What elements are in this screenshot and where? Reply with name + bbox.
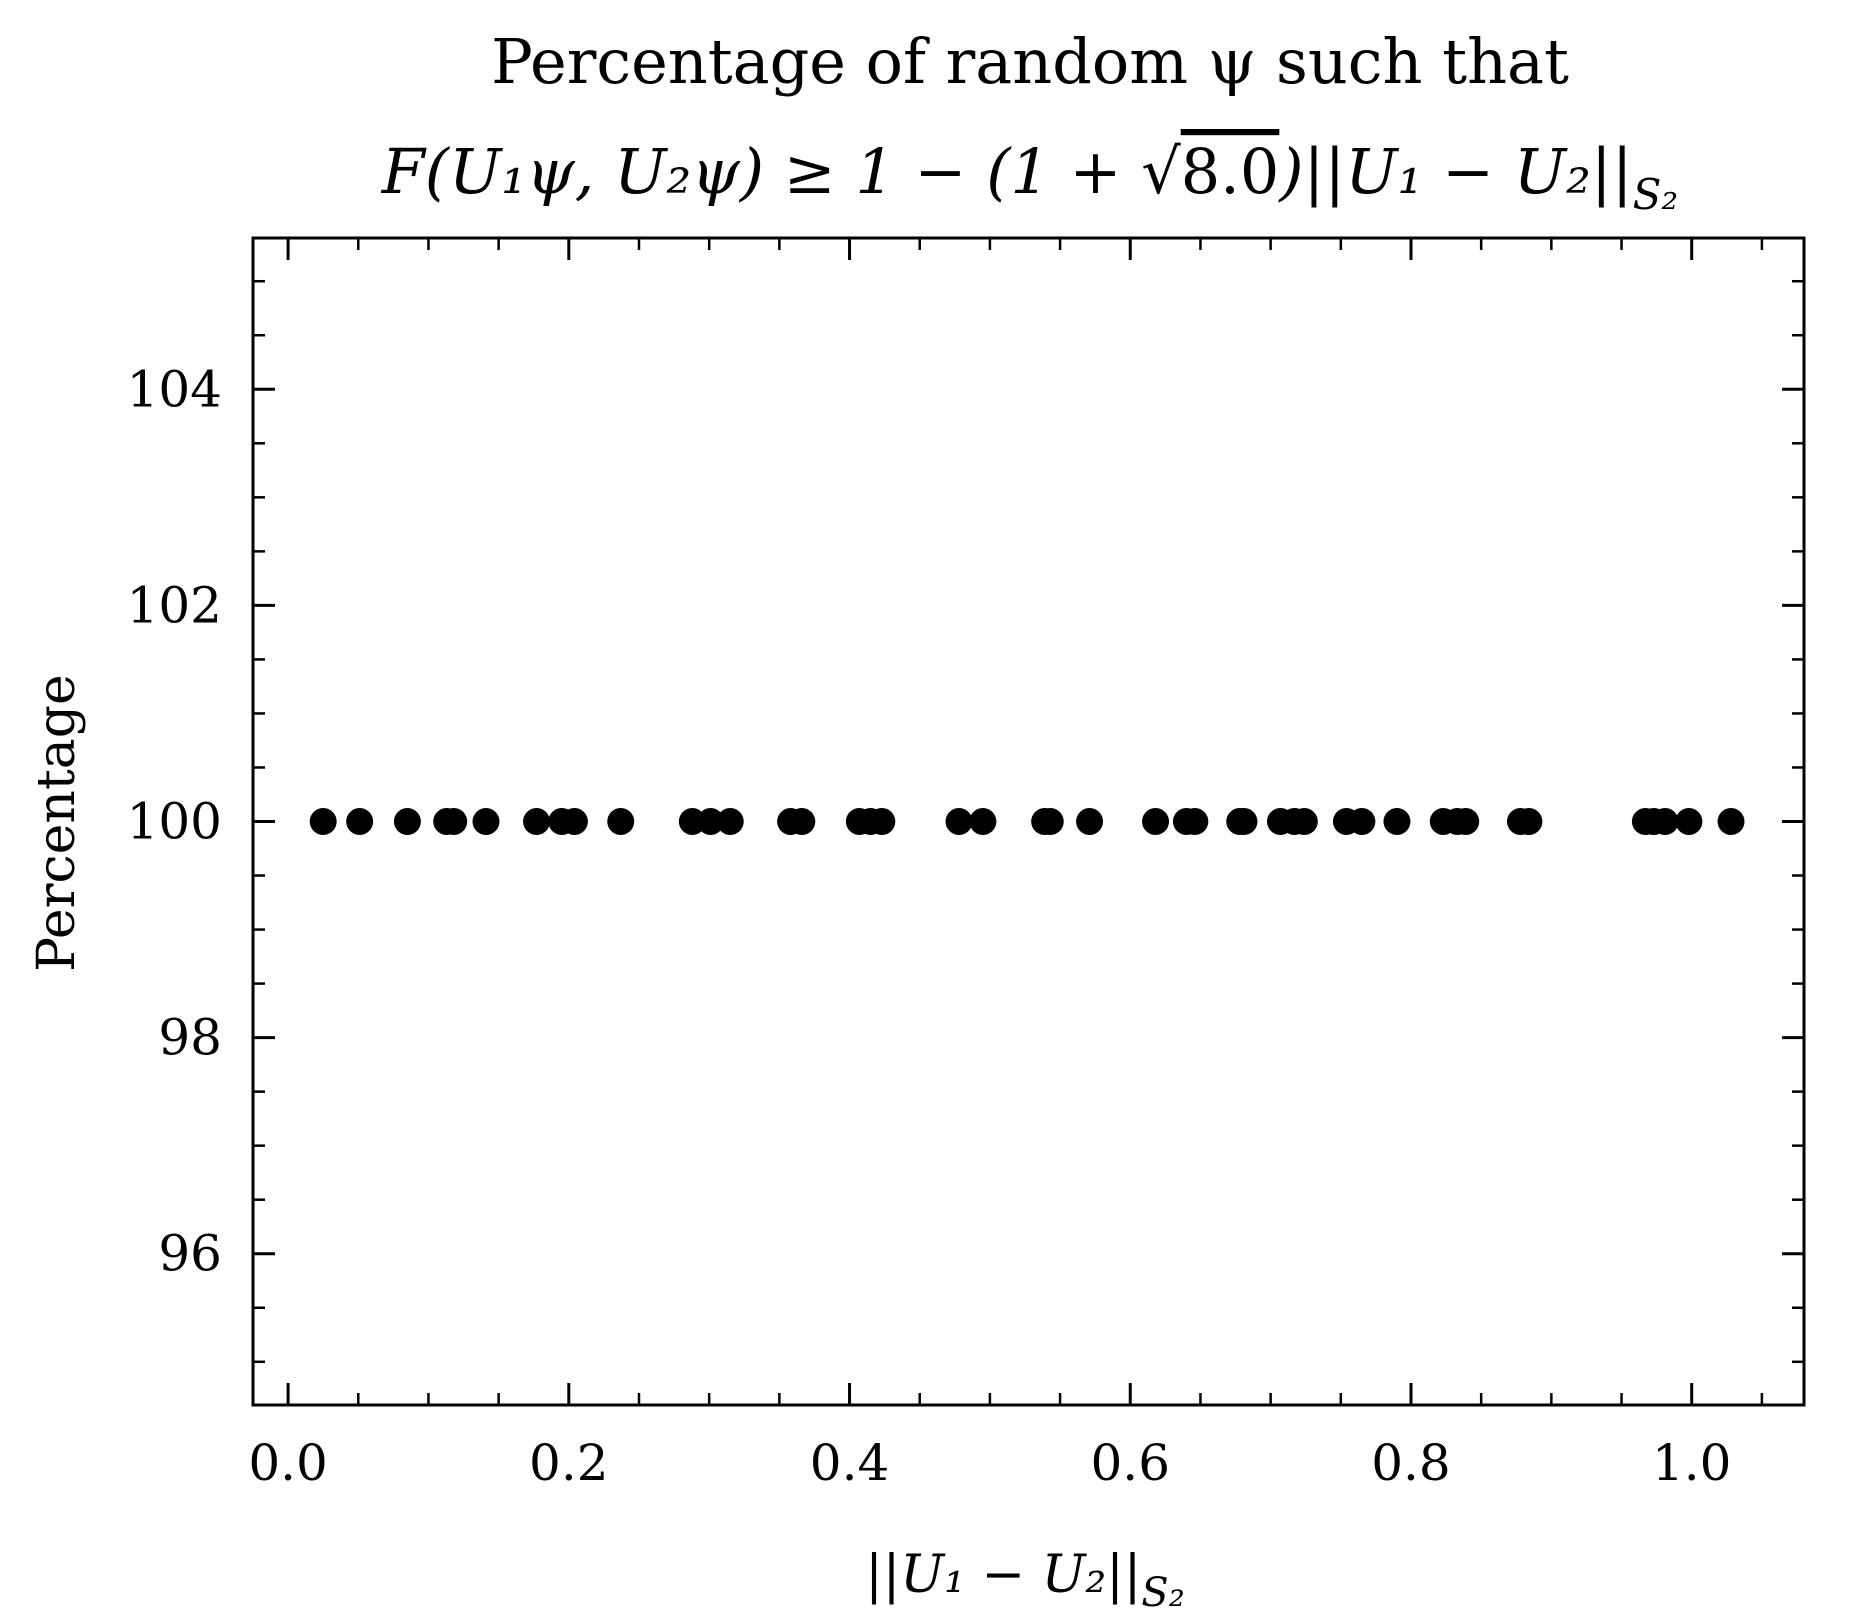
data-point bbox=[1651, 808, 1679, 835]
data-point bbox=[523, 808, 551, 835]
data-point bbox=[1452, 808, 1480, 835]
title-formula-lhs: F(U₁ψ, U₂ψ) ≥ 1 − (1 + √ bbox=[381, 135, 1181, 208]
data-point bbox=[393, 808, 421, 835]
x-tick-label: 0.4 bbox=[810, 1434, 890, 1492]
x-tick-label: 0.6 bbox=[1090, 1434, 1170, 1492]
data-point bbox=[440, 808, 468, 835]
data-point bbox=[309, 808, 337, 835]
data-point bbox=[1717, 808, 1745, 835]
data-point bbox=[788, 808, 816, 835]
data-point bbox=[1348, 808, 1376, 835]
y-tick-label: 98 bbox=[158, 1009, 222, 1067]
x-axis-label-subscript: S₂ bbox=[1141, 1570, 1184, 1614]
data-point bbox=[1383, 808, 1411, 835]
chart-title-line-1: Percentage of random ψ such that bbox=[491, 25, 1569, 98]
data-point bbox=[1076, 808, 1104, 835]
y-tick-label: 100 bbox=[127, 793, 222, 851]
data-points bbox=[309, 808, 1745, 835]
x-axis-label: ||U₁ − U₂||S₂ bbox=[865, 1545, 1184, 1614]
title-formula-sqrt-arg: 8.0 bbox=[1181, 135, 1280, 208]
data-point bbox=[346, 808, 374, 835]
y-tick-label: 102 bbox=[127, 576, 222, 634]
data-point bbox=[607, 808, 635, 835]
title-formula-rhs: )||U₁ − U₂|| bbox=[1277, 135, 1632, 208]
data-point bbox=[1230, 808, 1258, 835]
y-axis-ticks bbox=[253, 279, 1804, 1364]
data-point bbox=[472, 808, 500, 835]
data-point bbox=[1036, 808, 1064, 835]
x-axis-label-main: ||U₁ − U₂|| bbox=[865, 1545, 1141, 1605]
x-tick-label: 0.8 bbox=[1371, 1434, 1451, 1492]
x-tick-label: 0.0 bbox=[248, 1434, 328, 1492]
title-formula-subscript: S₂ bbox=[1633, 170, 1679, 219]
data-point bbox=[1515, 808, 1543, 835]
data-point bbox=[716, 808, 744, 835]
x-axis-tick-labels: 0.0 0.2 0.4 0.6 0.8 1.0 bbox=[248, 1434, 1731, 1492]
data-point bbox=[969, 808, 997, 835]
data-point bbox=[1290, 808, 1318, 835]
y-axis-tick-labels: 96 98 100 102 104 bbox=[127, 360, 222, 1282]
data-point bbox=[1675, 808, 1703, 835]
y-tick-label: 96 bbox=[158, 1225, 222, 1283]
y-tick-label: 104 bbox=[127, 360, 222, 418]
data-point bbox=[868, 808, 896, 835]
y-axis-label: Percentage bbox=[27, 674, 87, 972]
x-axis-ticks bbox=[286, 238, 1764, 1405]
x-tick-label: 1.0 bbox=[1652, 1434, 1732, 1492]
data-point bbox=[1142, 808, 1170, 835]
data-point bbox=[560, 808, 588, 835]
data-point bbox=[945, 808, 973, 835]
chart-title-line-2: F(U₁ψ, U₂ψ) ≥ 1 − (1 + √8.0)||U₁ − U₂||S… bbox=[381, 135, 1679, 219]
data-point bbox=[1181, 808, 1209, 835]
data-point bbox=[697, 808, 725, 835]
x-tick-label: 0.2 bbox=[529, 1434, 609, 1492]
